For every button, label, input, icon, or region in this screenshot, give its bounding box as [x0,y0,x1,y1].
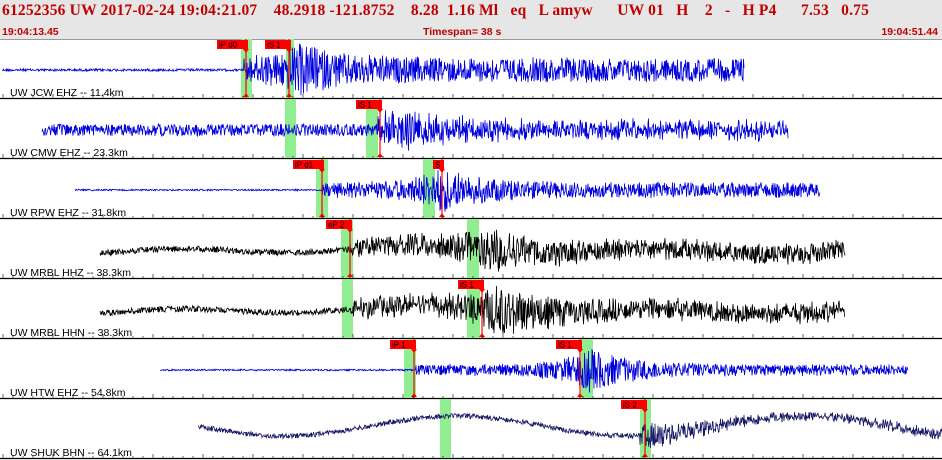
pick-arrow-top [347,229,353,233]
pick-label: iS 2 [623,401,637,410]
start-time: 19:04:13.45 [2,26,59,38]
pick-flag[interactable] [556,340,582,349]
waveform-trace [99,229,846,272]
pick-arrow-bottom [439,213,445,217]
channel-label: UW MRBL HHN -- 38.3km [10,327,132,339]
channel-label: UW MRBL HHZ -- 38.3km [10,267,131,279]
pick-label: iP d1 [295,161,314,170]
pick-flag[interactable] [458,280,484,289]
channel-row[interactable]: iP 1 iS 1 UW HTW EHZ -- 54.8km [0,339,942,400]
pick-arrow-bottom [319,213,325,217]
channel-row[interactable]: eP 2 UW MRBL HHZ -- 38.3km [0,219,942,280]
pick-window [342,279,353,338]
channel-label: UW RPW EHZ -- 31.8km [10,207,126,219]
pick-window [404,339,416,398]
waveform-trace [41,110,789,151]
pick-arrow-bottom [286,93,292,97]
pick-window [423,159,435,218]
waveform-trace [1,43,745,96]
pick-label: iS 1 [558,341,572,350]
channel-label: UW SHUK BHN -- 64.1km [10,447,132,459]
pick-arrow-top [286,49,292,53]
end-time: 19:04:51.44 [881,26,938,38]
channel-row[interactable]: iS 1 UW CMW EHZ -- 23.3km [0,99,942,160]
pick-arrow-top [577,349,583,353]
timespan: Timespan= 38 s [423,26,502,38]
waveform-trace [74,170,821,212]
pick-arrow-top [642,409,648,413]
pick-arrow-top [439,169,445,173]
pick-flag[interactable] [390,340,416,349]
pick-arrow-bottom [347,273,353,277]
pick-label: iS 1 [358,101,372,110]
pick-label: S [435,161,440,170]
waveform-panel[interactable]: iP d0 iS 1 UW JCW EHZ -- 11.4km iS 1 UW CMW … [0,39,942,460]
channel-label: UW HTW EHZ -- 54.8km [10,387,126,399]
pick-arrow-bottom [577,393,583,397]
pick-flag[interactable] [326,220,352,229]
pick-label: eP 2 [328,221,345,230]
pick-flag[interactable] [433,160,444,169]
pick-arrow-top [479,289,485,293]
pick-arrow-top [243,49,249,53]
pick-flag[interactable] [293,160,324,169]
channel-label: UW JCW EHZ -- 11.4km [10,87,124,99]
pick-flag[interactable] [356,100,382,109]
channel-row[interactable]: iP d1 S UW RPW EHZ -- 31.8km [0,159,942,220]
pick-arrow-bottom [411,393,417,397]
pick-window [440,399,451,458]
pick-flag[interactable] [621,400,647,409]
pick-arrow-bottom [243,93,249,97]
pick-label: iP d0 [219,41,238,50]
channel-row[interactable]: iS 2 UW SHUK BHN -- 64.1km [0,399,942,460]
pick-arrow-bottom [479,333,485,337]
waveform-trace [197,411,942,449]
pick-flag[interactable] [217,40,248,49]
pick-arrow-bottom [377,153,383,157]
event-header: 61252356 UW 2017-02-24 19:04:21.07 48.29… [0,0,942,40]
pick-label: iP 1 [392,341,406,350]
pick-arrow-top [411,349,417,353]
pick-arrow-bottom [642,453,648,457]
pick-arrow-top [319,169,325,173]
pick-window [285,99,296,158]
channel-row[interactable]: iP d0 iS 1 UW JCW EHZ -- 11.4km [0,39,942,100]
channel-row[interactable]: iS 1 UW MRBL HHN -- 38.3km [0,279,942,340]
pick-arrow-top [377,109,383,113]
pick-label: iS 1 [267,41,281,50]
event-summary: 61252356 UW 2017-02-24 19:04:21.07 48.29… [2,2,870,19]
waveform-trace [99,285,845,334]
channel-label: UW CMW EHZ -- 23.3km [10,147,128,159]
waveform-trace [159,348,909,393]
pick-label: iS 1 [460,281,474,290]
pick-flag[interactable] [265,40,291,49]
